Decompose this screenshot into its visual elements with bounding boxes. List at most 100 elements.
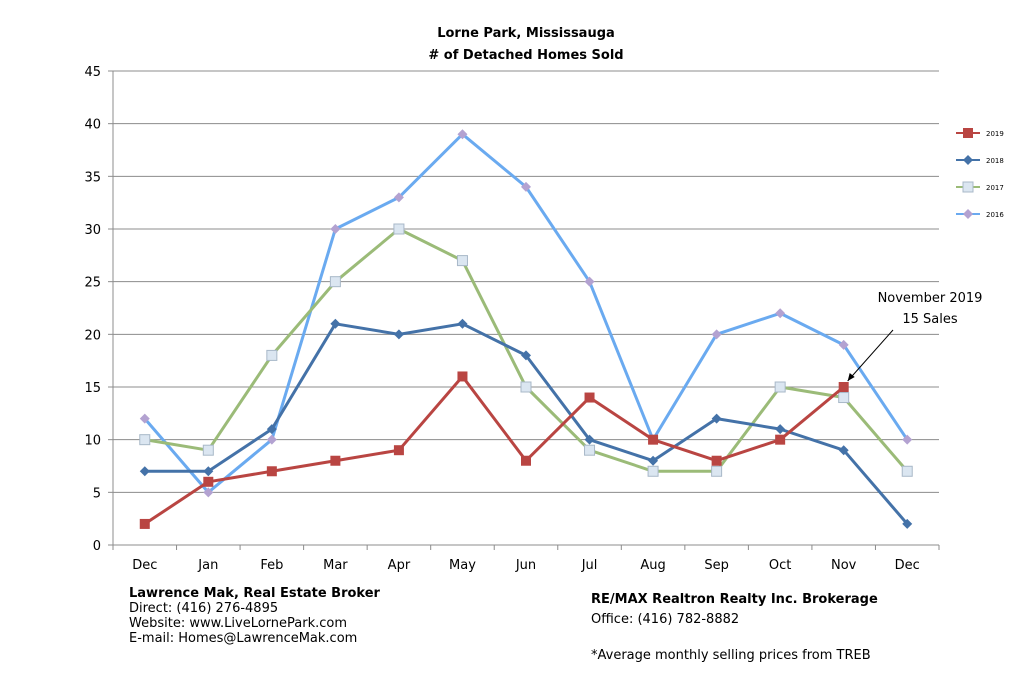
chart-subtitle: # of Detached Homes Sold (428, 48, 623, 63)
broker-direct-phone: Direct: (416) 276-4895 (129, 601, 279, 616)
legend: 2019 2018 2017 2016 (956, 128, 1004, 219)
annotation-line-2: 15 Sales (902, 312, 958, 327)
y-tick-label: 15 (84, 381, 101, 396)
axes: 0 5 10 15 20 25 30 35 40 45 Dec Jan Feb Mar Apr May Jun J… (84, 65, 940, 573)
data-point-2019 (266, 466, 277, 477)
data-point-2017 (139, 434, 151, 446)
data-point-2016 (203, 487, 214, 498)
broker-name: Lawrence Mak, Real Estate Broker (129, 586, 380, 601)
data-point-2018 (203, 466, 214, 477)
brokerage-office-phone: Office: (416) 782-8882 (591, 612, 740, 627)
data-point-2016 (584, 276, 595, 287)
y-tick-label: 40 (84, 118, 101, 133)
annotation-arrowhead (847, 373, 855, 381)
x-tick-label: Dec (132, 558, 157, 573)
data-point-2016 (521, 181, 531, 192)
data-point-2016 (711, 329, 722, 340)
series-2017 (139, 223, 913, 477)
data-point-2016 (457, 129, 468, 140)
data-point-2016 (902, 434, 913, 445)
gridlines (113, 70, 939, 493)
x-tick-label: Jul (581, 558, 598, 573)
data-point-2019 (775, 434, 786, 445)
data-point-2019 (584, 392, 595, 403)
data-point-2019 (139, 518, 150, 529)
x-tick-label: Sep (704, 558, 729, 573)
data-point-2017 (202, 444, 214, 456)
y-tick-label: 30 (84, 223, 101, 238)
x-tick-label: Jan (197, 558, 218, 573)
legend-label-2018: 2018 (986, 157, 1004, 165)
legend-label-2017: 2017 (986, 184, 1004, 192)
data-point-2018 (584, 434, 595, 445)
annotation: November 2019 15 Sales (847, 291, 983, 382)
data-point-2018 (457, 318, 468, 329)
data-point-2018 (775, 424, 786, 435)
data-point-2019 (393, 445, 404, 456)
x-tick-label: Jun (515, 558, 536, 573)
data-point-2016 (775, 308, 786, 319)
data-point-2019 (838, 382, 849, 392)
brokerage-contact: RE/MAX Realtron Realty Inc. Brokerage Of… (591, 590, 878, 630)
series-2016 (139, 129, 913, 498)
broker-email: E-mail: Homes@LawrenceMak.com (129, 631, 358, 646)
data-point-2017 (520, 381, 532, 393)
data-point-2018 (838, 445, 849, 456)
series-line-2019 (143, 374, 845, 526)
data-point-2016 (393, 192, 404, 203)
y-tick-label: 20 (84, 328, 101, 343)
y-tick-label: 25 (84, 276, 101, 291)
data-point-2018 (521, 350, 531, 361)
data-point-2016 (330, 224, 341, 234)
data-point-2016 (266, 434, 277, 445)
data-point-2016 (139, 413, 150, 424)
data-point-2019 (711, 455, 722, 466)
legend-marker-2016 (963, 209, 973, 219)
data-point-2019 (203, 476, 214, 487)
series-group (139, 129, 913, 529)
data-point-2018 (139, 466, 150, 477)
x-tick-label: May (449, 558, 476, 573)
y-tick-label: 45 (84, 65, 101, 80)
annotation-line-1: November 2019 (878, 291, 983, 306)
data-point-2018 (648, 455, 659, 466)
broker-contact: Lawrence Mak, Real Estate Broker Direct:… (129, 586, 380, 646)
data-point-2017 (456, 255, 468, 267)
data-point-2017 (393, 223, 405, 235)
x-tick-label: Feb (260, 558, 283, 573)
chart-title: Lorne Park, Mississauga (437, 26, 615, 41)
footnote: *Average monthly selling prices from TRE… (591, 648, 871, 663)
data-point-2019 (457, 371, 468, 382)
y-tick-label: 5 (93, 486, 101, 501)
data-point-2018 (266, 424, 277, 435)
x-tick-label: Mar (323, 558, 348, 573)
data-point-2017 (266, 349, 278, 361)
data-point-2018 (711, 413, 722, 424)
x-tick-label: Oct (769, 558, 791, 573)
annotation-arrow-line (847, 329, 894, 382)
data-point-2017 (329, 276, 341, 288)
data-point-2017 (647, 465, 659, 477)
x-tick-label: Aug (640, 558, 665, 573)
broker-website: Website: www.LiveLornePark.com (129, 616, 348, 631)
data-point-2016 (838, 339, 849, 350)
x-tick-label: Apr (388, 558, 411, 573)
data-point-2017 (711, 465, 723, 477)
legend-marker-2019 (963, 128, 973, 138)
data-point-2018 (393, 329, 404, 340)
legend-label-2019: 2019 (986, 130, 1004, 138)
data-point-2019 (330, 455, 341, 466)
data-point-2018 (902, 518, 913, 529)
legend-marker-2017 (962, 181, 974, 193)
data-point-2017 (838, 392, 850, 404)
series-2019 (139, 371, 849, 529)
x-tick-label: Dec (895, 558, 920, 573)
y-tick-label: 0 (93, 539, 101, 554)
data-point-2017 (774, 381, 786, 393)
legend-label-2016: 2016 (986, 211, 1004, 219)
brokerage-name: RE/MAX Realtron Realty Inc. Brokerage (591, 592, 878, 607)
legend-marker-2018 (963, 155, 973, 165)
series-2018 (139, 318, 913, 529)
data-point-2019 (648, 434, 659, 445)
